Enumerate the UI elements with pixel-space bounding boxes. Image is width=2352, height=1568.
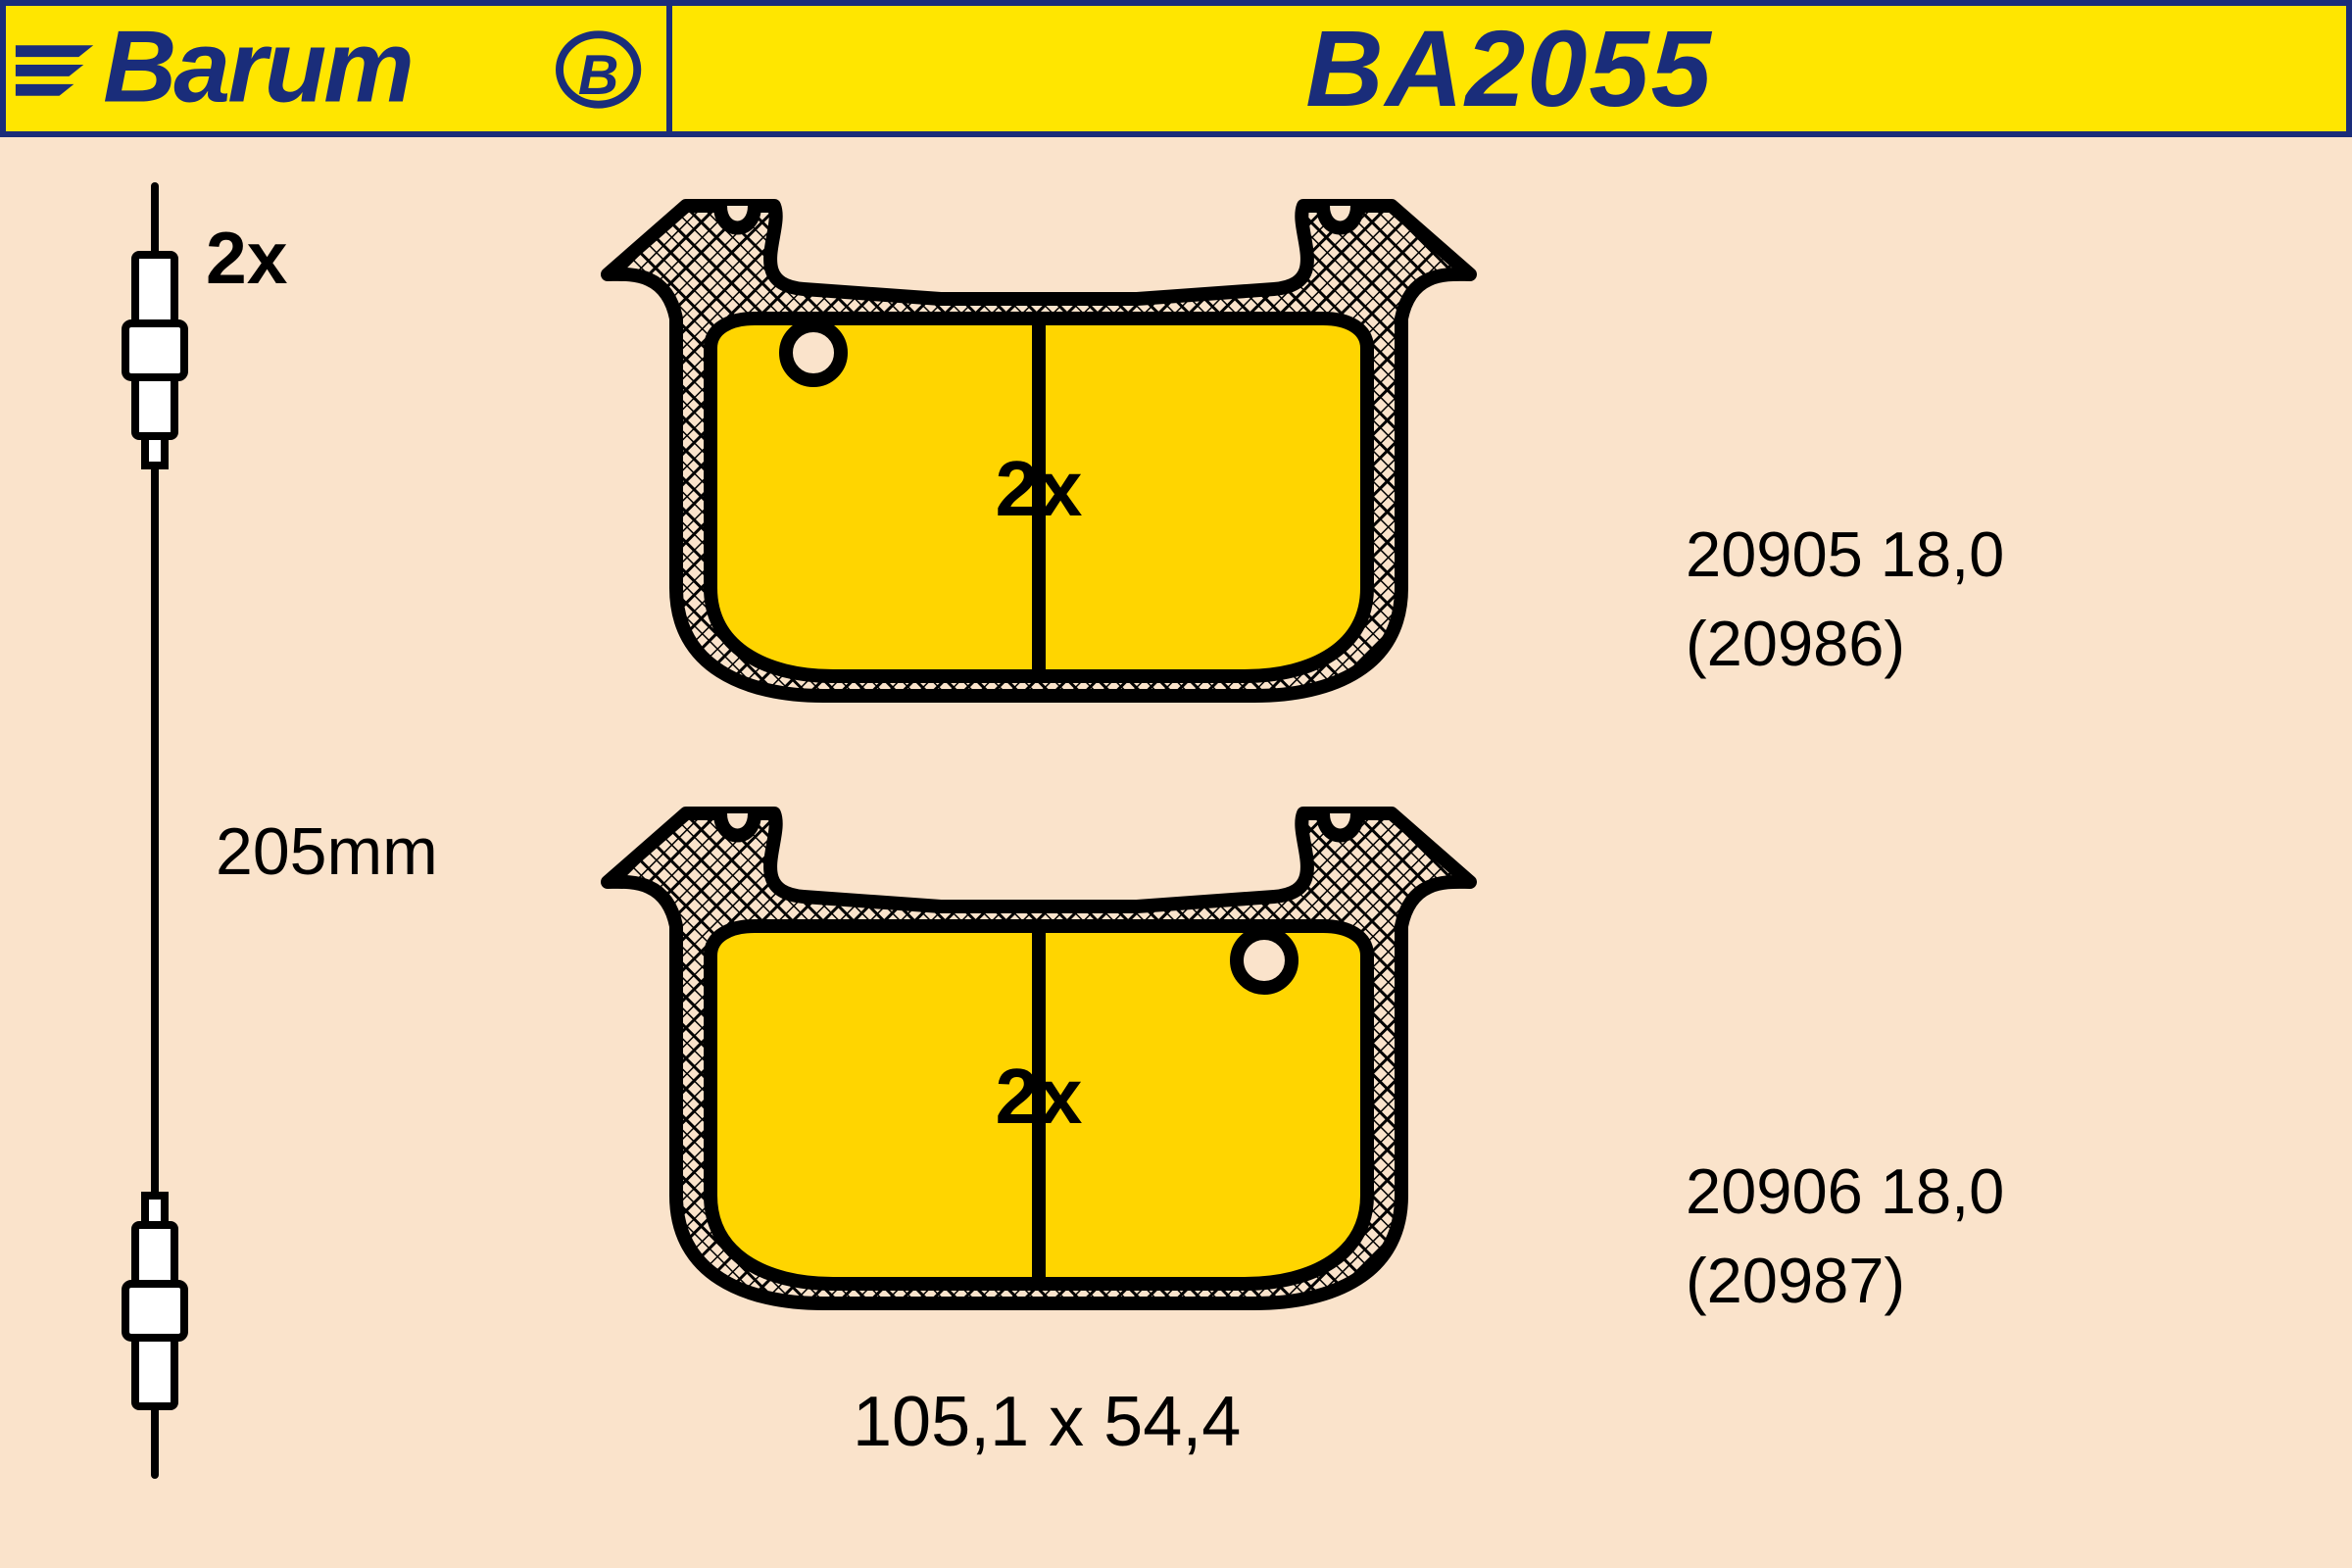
pad-top-spec: 20905 18,0 (20986) xyxy=(1686,510,2004,688)
sensor-length-label: 205mm xyxy=(216,813,438,890)
barum-logo-icon: Barum B xyxy=(6,6,666,131)
brake-pad-bottom: 2x xyxy=(549,784,1529,1323)
pad-bottom-quantity-label: 2x xyxy=(996,1052,1083,1142)
pad-dimensions-label: 105,1 x 54,4 xyxy=(853,1382,1241,1462)
pad-bottom-spec: 20906 18,0 (20987) xyxy=(1686,1147,2004,1325)
diagram-content: 2x 205mm xyxy=(0,137,2352,1568)
svg-text:B: B xyxy=(578,44,619,107)
pad-bottom-spec-line2: (20987) xyxy=(1686,1236,2004,1325)
svg-text:Barum: Barum xyxy=(103,11,412,124)
brand-logo-box: Barum B xyxy=(6,6,672,131)
part-number-box: BA2055 xyxy=(672,6,2346,131)
pad-top-spec-line1: 20905 18,0 xyxy=(1686,510,2004,599)
header: Barum B BA2055 xyxy=(0,0,2352,137)
pad-top-quantity-label: 2x xyxy=(996,444,1083,534)
brake-pad-top: 2x xyxy=(549,176,1529,715)
part-number: BA2055 xyxy=(1305,7,1713,131)
brake-pads-area: 2x xyxy=(549,176,1529,1392)
pad-bottom-spec-line1: 20906 18,0 xyxy=(1686,1147,2004,1236)
wear-sensor-diagram: 2x 205mm xyxy=(78,167,372,1519)
pad-top-spec-line2: (20986) xyxy=(1686,599,2004,688)
sensor-quantity-label: 2x xyxy=(206,216,287,300)
